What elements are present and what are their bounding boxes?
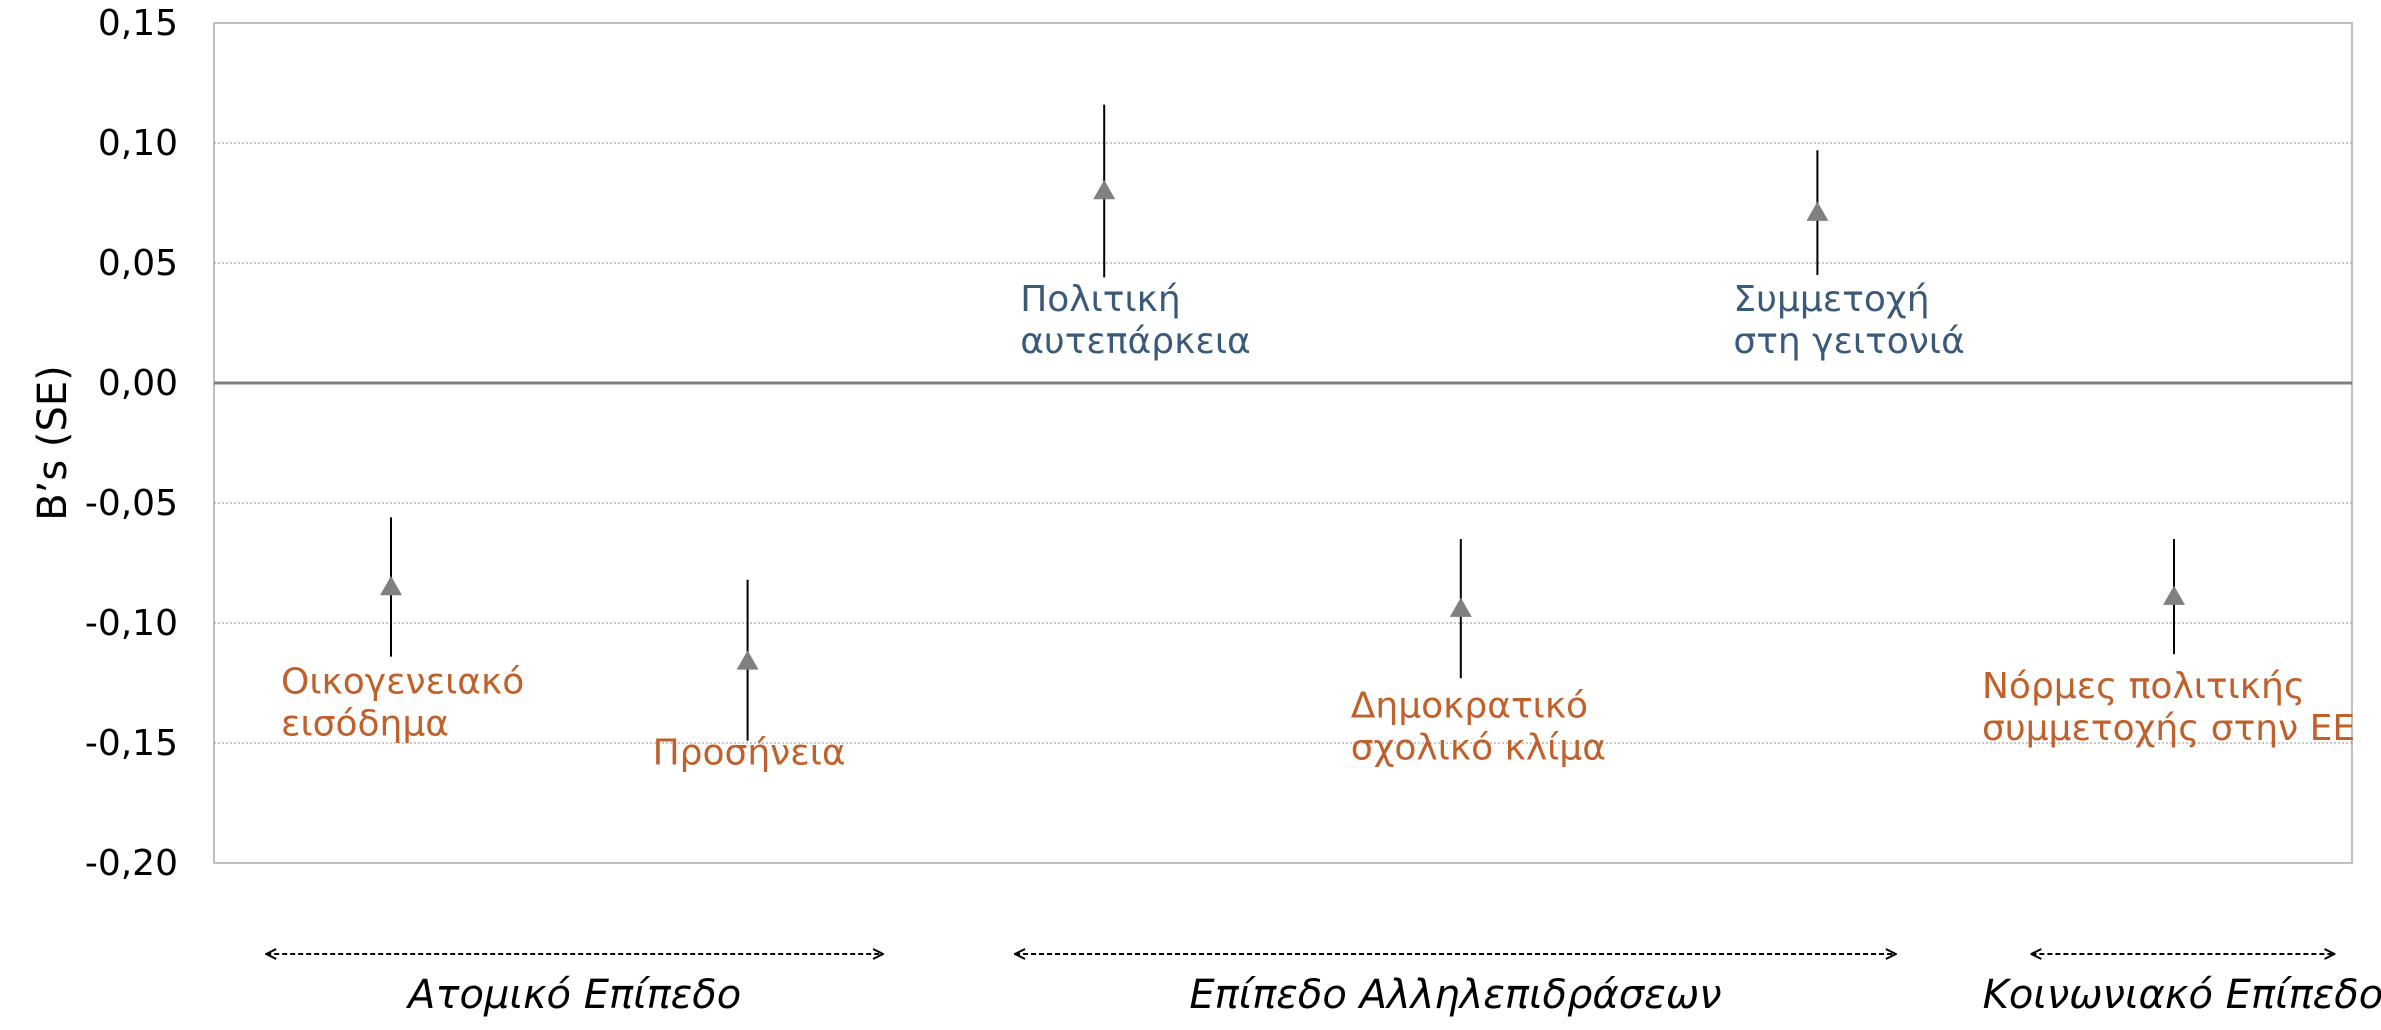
group-label: Επίπεδο Αλληλεπιδράσεων [1189, 972, 1721, 1018]
grid [214, 142, 2352, 744]
data-marker [2163, 585, 2185, 605]
data-marker [1449, 597, 1472, 617]
group-label: Κοινωνιακό Επίπεδο [1983, 972, 2381, 1018]
data-marker [380, 576, 402, 596]
y-tick-label: 0,00 [98, 363, 178, 404]
y-tick-label: 0,10 [98, 123, 178, 164]
data-marker [1806, 201, 1829, 221]
point-label: Δημοκρατικό σχολικό κλίμα [1351, 685, 1606, 768]
data-marker [1093, 180, 1116, 200]
markers [380, 180, 2185, 670]
plot-area [213, 22, 2353, 864]
point-label: Πολιτική αυτεπάρκεια [1020, 279, 1251, 362]
data-marker [736, 650, 759, 670]
point-label: Οικογενειακό εισόδημα [281, 661, 524, 744]
y-tick-label: -0,05 [85, 483, 178, 524]
y-tick-label: -0,10 [85, 603, 178, 644]
y-tick-label: -0,20 [85, 843, 178, 884]
point-label: Συμμετοχή στη γειτονιά [1733, 279, 1964, 362]
point-labels: Οικογενειακό εισόδημα Προσήνεια Πολιτική αυτ… [281, 279, 2355, 774]
y-tick-label: 0,05 [98, 243, 178, 284]
y-tick-label: 0,15 [98, 3, 178, 44]
y-tick-label: -0,15 [85, 723, 178, 764]
point-label: Νόρμες πολιτικής συμμετοχής στην ΕΕ [1982, 666, 2355, 749]
y-axis: 0,15 0,10 0,05 0,00 -0,05 -0,10 -0,15 -0,20 [85, 3, 178, 884]
group-label: Ατομικό Επίπεδο [405, 972, 741, 1018]
point-label: Προσήνεια [653, 733, 846, 774]
group-annotations: Ατομικό Επίπεδο Επίπεδο Αλληλεπιδράσεων Κο… [266, 954, 2381, 1018]
y-axis-label: B’s (SE) [30, 365, 76, 521]
